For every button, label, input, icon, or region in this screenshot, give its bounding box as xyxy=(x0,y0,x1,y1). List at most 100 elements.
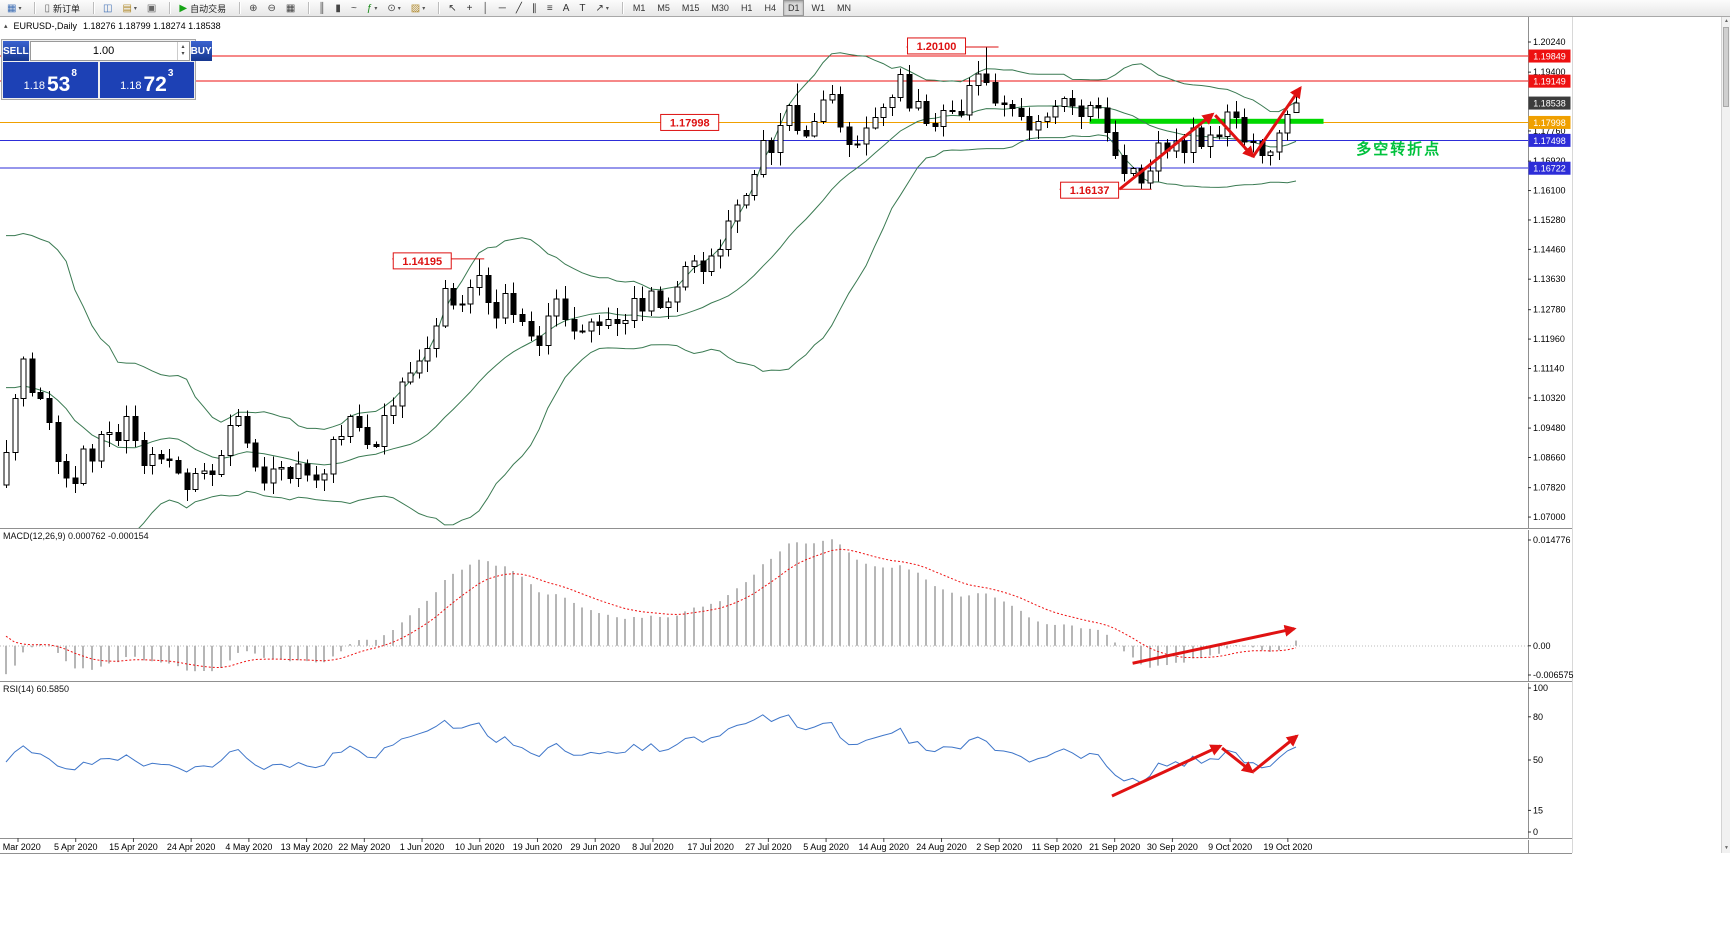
arrows-icon: ↗ xyxy=(595,2,604,14)
channel-button[interactable]: ∥ xyxy=(528,0,541,16)
fibonacci-button[interactable]: ≡ xyxy=(543,0,557,16)
vertical-scrollbar[interactable]: ▲ ▼ xyxy=(1721,17,1730,853)
new-order-icon: ▯ xyxy=(44,2,50,14)
templates-button[interactable]: ▨ ▾ xyxy=(407,0,429,16)
macd-indicator-label: MACD(12,26,9) 0.000762 -0.000154 xyxy=(3,531,149,541)
date-label: 21 Sep 2020 xyxy=(1089,842,1140,852)
svg-text:1.19849: 1.19849 xyxy=(1533,52,1566,62)
toolbar-separator xyxy=(93,2,94,14)
new-order-button[interactable]: ▯ 新订单 xyxy=(40,0,84,16)
main-chart-layer: 1.20100 1.17998 1.16137 1.14195 多空转折点 xyxy=(0,37,1528,528)
timeframe-w1[interactable]: W1 xyxy=(811,3,825,13)
text-button[interactable]: A xyxy=(559,0,574,16)
autotrading-button[interactable]: ▶ 自动交易 xyxy=(175,0,230,16)
line-chart-button[interactable]: ~ xyxy=(347,0,361,16)
toolbar-group-chart-types: ║ ▮ ~ ƒ ▾ ⊙ ▾ ▨ ▾ xyxy=(313,0,430,16)
timeframe-m5[interactable]: M5 xyxy=(657,3,670,13)
volume-up-icon[interactable]: ▴ xyxy=(181,44,185,50)
toolbar-separator xyxy=(169,2,171,14)
trendline-button[interactable]: ╱ xyxy=(512,0,526,16)
axis-price-box xyxy=(1528,49,1571,63)
scrollbar-up-icon[interactable]: ▲ xyxy=(1724,18,1729,24)
label-icon: T xyxy=(579,2,586,14)
trend-arrow xyxy=(1251,85,1302,158)
timeframe-h1[interactable]: H1 xyxy=(740,3,753,13)
collapse-one-click-icon[interactable]: ▴ xyxy=(4,23,8,30)
volume-input[interactable] xyxy=(30,42,177,60)
volume-down-icon[interactable]: ▾ xyxy=(181,51,185,57)
profiles-button[interactable]: ▤ ▾ xyxy=(118,0,140,16)
tile-windows-button[interactable]: ▦ xyxy=(282,0,299,16)
scrollbar-thumb[interactable] xyxy=(1723,27,1729,107)
toolbar-group-chart-new: ▦ ▾ xyxy=(2,0,26,16)
vertical-line-button[interactable]: │ xyxy=(478,0,492,16)
rsi-trend-arrow xyxy=(1221,746,1255,774)
rsi-trend-arrow xyxy=(1111,744,1223,798)
svg-text:1.16722: 1.16722 xyxy=(1533,164,1566,174)
sell-price-sup: 8 xyxy=(71,68,77,79)
timeframe-d1[interactable]: D1 xyxy=(782,0,805,16)
date-label: 17 Jul 2020 xyxy=(687,842,734,852)
time-axis: 5 Mar 2020 5 Apr 2020 15 Apr 2020 24 Apr 20… xyxy=(0,838,1312,852)
charts-button[interactable]: ◫ xyxy=(99,0,116,16)
autotrading-button-label: 自动交易 xyxy=(190,3,227,14)
timeframe-m1[interactable]: M1 xyxy=(632,3,646,13)
toolbar-group-order: ▯ 新订单 xyxy=(39,0,85,16)
candlestick-chart-button[interactable]: ▮ xyxy=(331,0,345,16)
date-label: 10 Jun 2020 xyxy=(455,842,505,852)
dropdown-caret-icon: ▾ xyxy=(605,5,609,12)
svg-text:1.16920: 1.16920 xyxy=(1533,156,1566,166)
line-chart-icon: ~ xyxy=(350,2,357,14)
crosshair-button[interactable]: + xyxy=(463,0,477,16)
buy-button[interactable]: BUY xyxy=(190,41,212,61)
svg-text:50: 50 xyxy=(1533,755,1543,765)
fibonacci-icon: ≡ xyxy=(546,2,553,14)
new-chart-icon: ▦ xyxy=(7,2,17,14)
date-label: 19 Oct 2020 xyxy=(1263,842,1312,852)
toolbar: ▦ ▾ ▯ 新订单 ◫ ▤ ▾ ▣ ▶ 自动交易 ⊕ ⊖ ▦ ║ ▮ ~ ƒ ▾ ⊙ ▾ ▨ ▾ ↖ + │ ─ ╱ ∥ ≡ A T ↗ ▾ M1… xyxy=(0,0,1730,17)
svg-text:100: 100 xyxy=(1533,683,1548,693)
timeframe-m30[interactable]: M30 xyxy=(711,3,729,13)
scrollbar-down-icon[interactable]: ▼ xyxy=(1724,845,1729,851)
price-label-box xyxy=(907,37,967,55)
rsi-panel xyxy=(5,714,1299,798)
candlestick-chart-icon: ▮ xyxy=(335,2,341,14)
sell-price-prefix: 1.18 xyxy=(23,80,45,92)
templates-icon: ▨ xyxy=(410,2,421,14)
price-label-box xyxy=(392,252,452,270)
terminal-icon: ▣ xyxy=(146,2,157,14)
buy-price-display[interactable]: 1.18 72 3 xyxy=(99,62,194,98)
axis-price-box xyxy=(1528,74,1571,88)
horizontal-line-button[interactable]: ─ xyxy=(495,0,510,16)
indicators-button[interactable]: ƒ ▾ xyxy=(363,0,382,16)
timeframe-m15[interactable]: M15 xyxy=(681,3,700,13)
svg-text:1.17760: 1.17760 xyxy=(1533,126,1566,136)
bar-chart-button[interactable]: ║ xyxy=(314,0,329,16)
terminal-button[interactable]: ▣ xyxy=(143,0,160,16)
dropdown-caret-icon: ▾ xyxy=(397,5,401,12)
svg-text:80: 80 xyxy=(1533,712,1543,722)
timeframe-mn[interactable]: MN xyxy=(836,3,851,13)
sell-button[interactable]: SELL xyxy=(3,41,29,61)
new-chart-button[interactable]: ▦ ▾ xyxy=(3,0,25,16)
periods-button[interactable]: ⊙ ▾ xyxy=(383,0,404,16)
arrows-button[interactable]: ↗ ▾ xyxy=(591,0,612,16)
zoom-in-button[interactable]: ⊕ xyxy=(245,0,261,16)
date-label: 8 Jul 2020 xyxy=(632,842,674,852)
zoom-out-icon: ⊖ xyxy=(267,2,276,14)
zoom-out-button[interactable]: ⊖ xyxy=(263,0,279,16)
date-label: 11 Sep 2020 xyxy=(1032,842,1082,852)
trendline-icon: ╱ xyxy=(515,2,522,14)
cursor-button[interactable]: ↖ xyxy=(444,0,460,16)
toolbar-group-windows: ◫ ▤ ▾ ▣ xyxy=(98,0,161,16)
timeframe-h4[interactable]: H4 xyxy=(764,3,776,13)
label-button[interactable]: T xyxy=(575,0,589,16)
sell-price-display[interactable]: 1.18 53 8 xyxy=(3,62,98,98)
buy-price-prefix: 1.18 xyxy=(120,80,142,92)
buy-price-big: 72 xyxy=(143,73,167,96)
volume-spinner[interactable]: ▴ ▾ xyxy=(176,42,189,60)
svg-text:1.20240: 1.20240 xyxy=(1533,37,1566,47)
price-axis: 1.20240 1.19400 1.17760 1.16920 1.16100 1.152… xyxy=(0,17,1574,855)
